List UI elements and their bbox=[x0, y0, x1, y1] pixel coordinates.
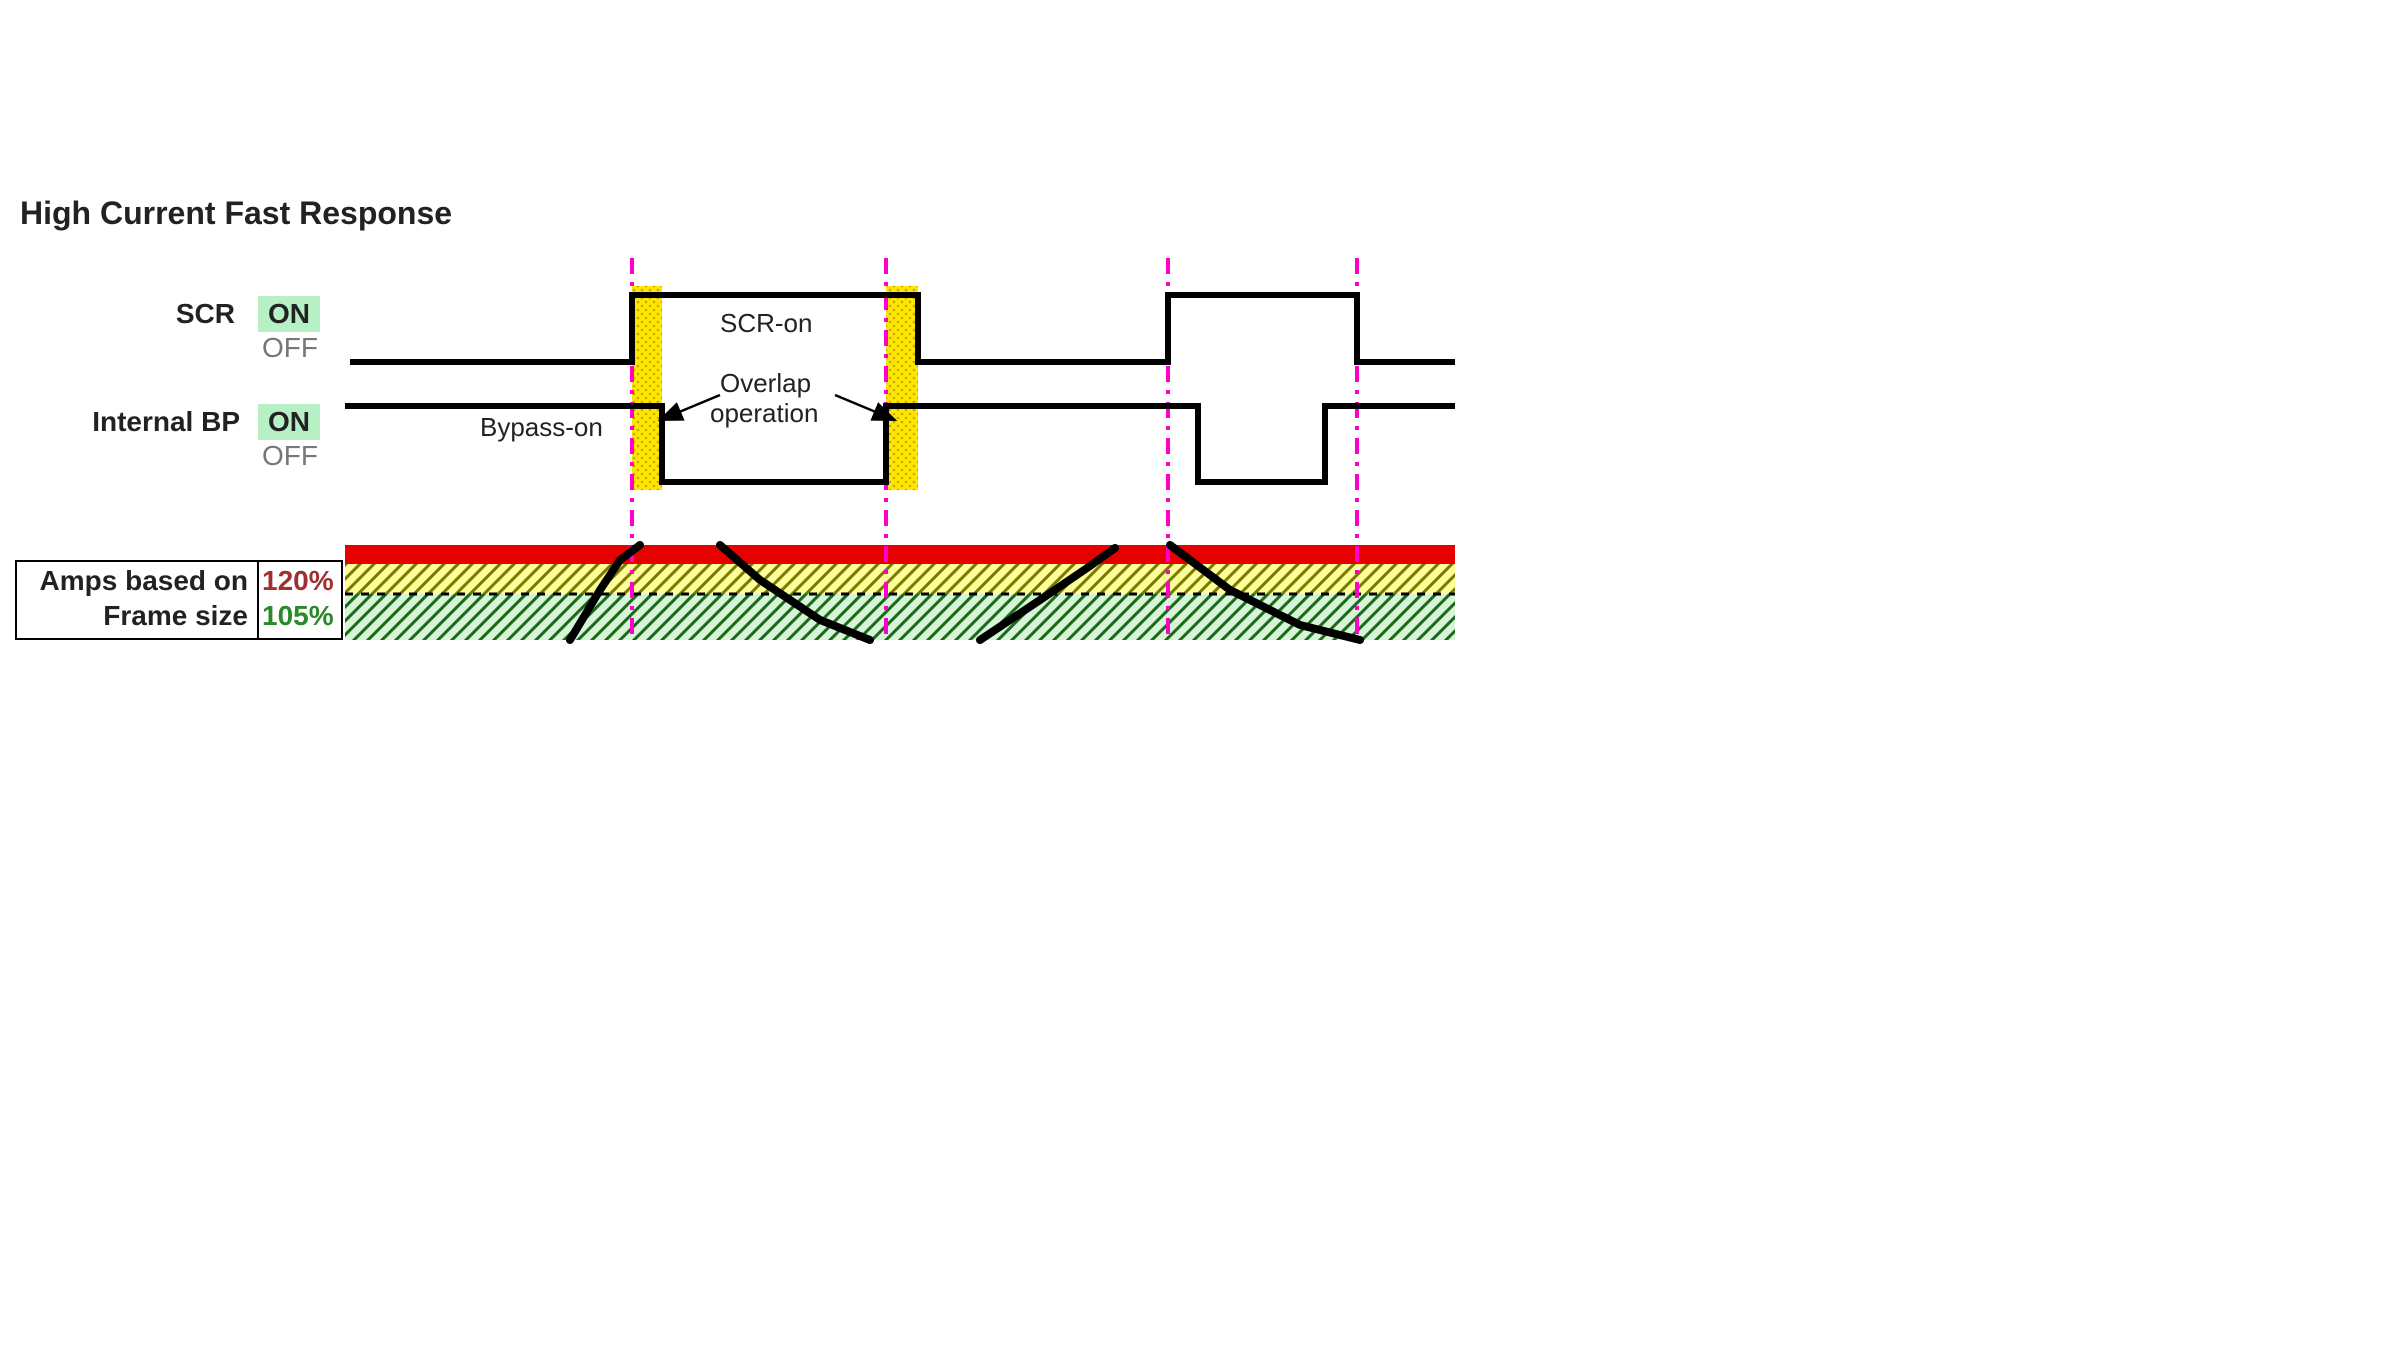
timing-diagram-svg bbox=[0, 0, 2400, 1350]
